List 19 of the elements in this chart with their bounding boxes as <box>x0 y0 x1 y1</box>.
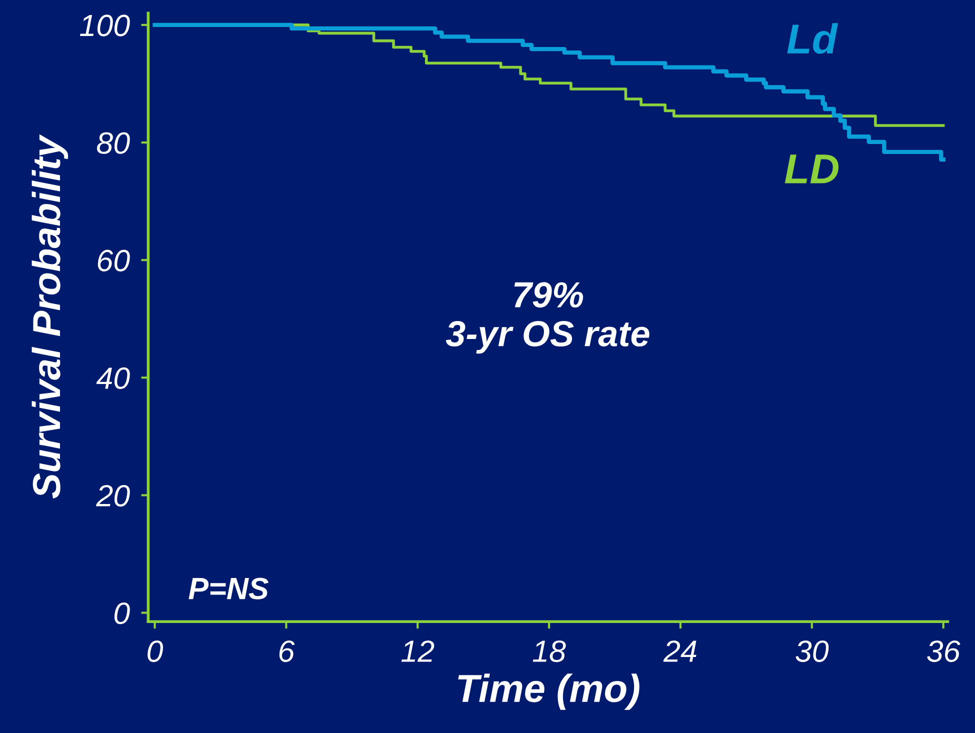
x-axis-title: Time (mo) <box>458 674 640 710</box>
x-tick-label: 6 <box>279 640 295 662</box>
series-label: LD <box>784 154 838 184</box>
y-axis-title: Survival Probability <box>32 134 68 498</box>
y-tick-label: 60 <box>98 250 130 272</box>
annotation: P=NS <box>188 578 269 600</box>
y-tick-label: 20 <box>96 484 130 507</box>
y-tick-label: 80 <box>96 132 130 154</box>
x-tick-label: 12 <box>401 640 434 662</box>
y-tick-label: 100 <box>80 14 130 36</box>
x-tick-label: 18 <box>532 640 566 662</box>
x-tick-label: 36 <box>927 640 960 662</box>
x-tick-label: 24 <box>663 640 696 662</box>
x-tick-label: 30 <box>796 640 829 662</box>
x-tick-label: 0 <box>148 640 164 662</box>
annotation: 79% 3-yr OS rate <box>446 282 650 354</box>
y-tick-label: 40 <box>96 367 130 390</box>
y-tick-label: 0 <box>114 602 130 624</box>
series-label: Ld <box>787 23 838 54</box>
